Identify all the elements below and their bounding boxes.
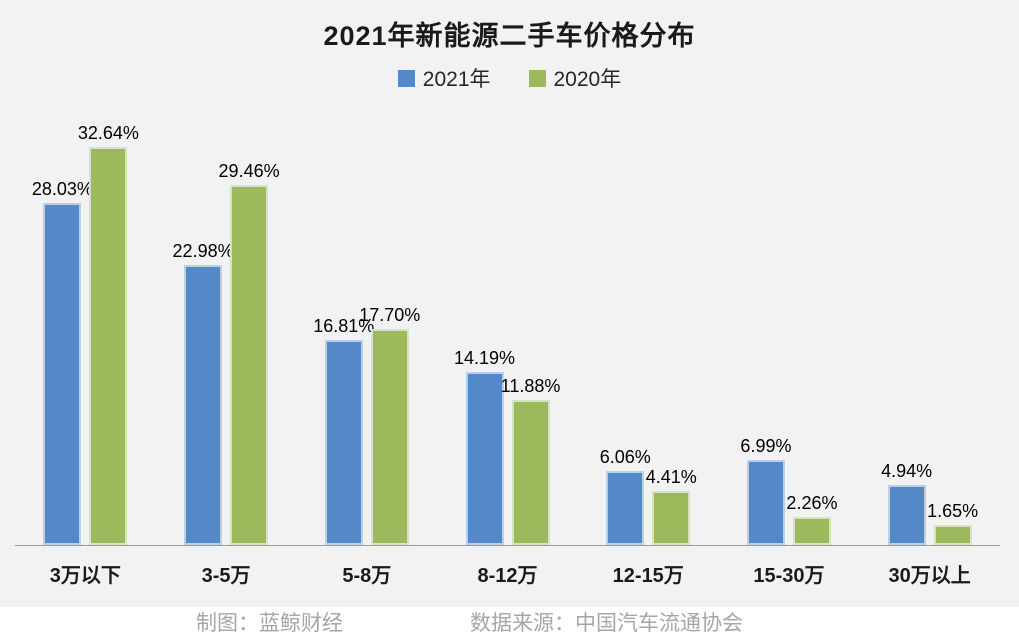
data-label-2020年-12-15万: 4.41% xyxy=(645,467,697,488)
bar-2021年-3万以下: 28.03% xyxy=(32,179,93,545)
legend-swatch-2020 xyxy=(528,69,546,87)
bar-2020年-3万以下: 32.64% xyxy=(78,123,139,545)
data-label-2021年-30万以上: 4.94% xyxy=(881,460,933,481)
bar-2020年-15-30万: 2.26% xyxy=(786,493,837,545)
data-label-2020年-30万以上: 1.65% xyxy=(927,500,979,521)
x-axis-label-15-30万: 15-30万 xyxy=(753,565,825,587)
bar-2020年-5-8万: 17.70% xyxy=(359,305,420,545)
chart-title: 2021年新能源二手车价格分布 xyxy=(323,21,696,51)
source-text: 数据来源：中国汽车流通协会 xyxy=(470,612,743,635)
bar-2021年-3-5万: 22.98% xyxy=(173,241,234,545)
x-axis-label-30万以上: 30万以上 xyxy=(888,565,971,587)
bar-group-12-15万: 6.06% 4.41% xyxy=(578,108,719,545)
data-label-2021年-15-30万: 6.99% xyxy=(740,435,792,456)
bar-group-30万以上: 4.94% 1.65% xyxy=(859,108,1000,545)
data-label-2021年-12-15万: 6.06% xyxy=(599,447,651,467)
data-label-2020年-3-5万: 29.46% xyxy=(218,161,280,182)
legend-item-2020: 2020年 xyxy=(528,63,622,93)
credit-text: 制图：蓝鲸财经 xyxy=(196,612,343,635)
bar-2020年-8-12万: 11.88% xyxy=(501,376,560,545)
bar-2021年-8-12万: 14.19% xyxy=(454,348,515,545)
data-label-2021年-8-12万: 14.19% xyxy=(453,347,516,368)
x-axis-label-5-8万: 5-8万 xyxy=(342,565,392,587)
bar-2020年-3-5万: 29.46% xyxy=(219,161,280,545)
data-label-2021年-5-8万: 16.81% xyxy=(313,315,375,336)
bar-2021年-30万以上: 4.94% xyxy=(881,461,932,545)
x-axis-label-12-15万: 12-15万 xyxy=(612,565,684,587)
footer: 制图：蓝鲸财经 数据来源：中国汽车流通协会 xyxy=(0,607,1019,643)
data-label-2020年-8-12万: 11.88% xyxy=(500,376,561,396)
legend-item-2021: 2021年 xyxy=(397,63,491,93)
bar-group-3万以下: 28.03% 32.64% xyxy=(15,108,156,545)
bar-group-5-8万: 16.81% 17.70% xyxy=(296,108,437,545)
plot-area: 28.03% 32.64% 22.98% 29.46% 16.81% 17.70% 14.1… xyxy=(15,108,1000,546)
data-label-2020年-15-30万: 2.26% xyxy=(786,493,838,514)
data-label-2021年-3-5万: 22.98% xyxy=(172,240,234,261)
bar-2021年-15-30万: 6.99% xyxy=(740,436,791,545)
bar-group-3-5万: 22.98% 29.46% xyxy=(156,108,297,545)
data-label-2020年-5-8万: 17.70% xyxy=(359,304,421,325)
legend-label-2021: 2021年 xyxy=(422,68,491,91)
bar-2021年-5-8万: 16.81% xyxy=(313,316,374,545)
bar-2020年-30万以上: 1.65% xyxy=(927,501,978,545)
data-label-2021年-3万以下: 28.03% xyxy=(31,178,93,199)
x-axis-labels: 3万以下 3-5万 5-8万 8-12万 12-15万 15-30万 30万以上 xyxy=(15,546,1000,588)
bar-2020年-12-15万: 4.41% xyxy=(646,467,697,545)
x-axis-label-3万以下: 3万以下 xyxy=(49,565,121,587)
legend-label-2020: 2020年 xyxy=(553,68,622,91)
data-label-2020年-3万以下: 32.64% xyxy=(77,122,139,143)
legend: 2021年 2020年 xyxy=(0,63,1019,93)
bar-group-15-30万: 6.99% 2.26% xyxy=(719,108,860,545)
x-axis-label-3-5万: 3-5万 xyxy=(201,565,251,587)
bar-2021年-12-15万: 6.06% xyxy=(600,447,651,545)
bar-group-8-12万: 14.19% 11.88% xyxy=(437,108,578,545)
legend-swatch-2021 xyxy=(397,69,415,87)
x-axis-label-8-12万: 8-12万 xyxy=(477,565,538,587)
